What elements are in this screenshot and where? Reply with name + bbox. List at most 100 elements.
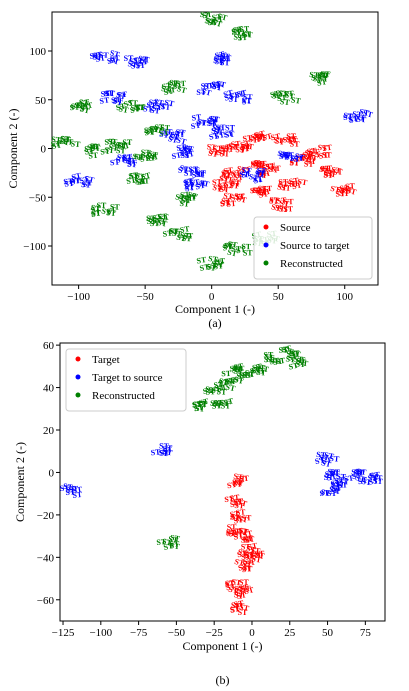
data-point-label: ST <box>159 130 171 141</box>
data-point-label: ST <box>235 192 246 202</box>
data-point-label: ST <box>254 550 266 560</box>
data-point-label: ST <box>99 95 111 106</box>
data-point-label: ST <box>214 49 226 60</box>
data-point-label: ST <box>251 364 263 375</box>
data-point-label: ST <box>169 78 180 88</box>
data-point-label: ST <box>256 187 268 198</box>
data-point-label: ST <box>211 123 223 134</box>
data-point-label: ST <box>135 176 146 186</box>
data-point-label: ST <box>141 150 152 160</box>
data-point-label: ST <box>230 192 242 203</box>
data-point-label: ST <box>220 52 231 61</box>
data-point-label: ST <box>326 472 338 483</box>
data-point-label: ST <box>203 81 214 91</box>
data-point-label: ST <box>233 173 244 182</box>
data-point-label: ST <box>240 143 251 152</box>
data-point-label: ST <box>237 514 249 525</box>
data-point-label: ST <box>161 537 173 548</box>
data-point-label: ST <box>229 181 240 191</box>
data-point-label: ST <box>81 178 93 189</box>
data-point-label: ST <box>290 139 301 148</box>
data-point-label: ST <box>295 355 307 366</box>
data-point-label: ST <box>239 170 250 180</box>
data-point-label: ST <box>134 103 145 113</box>
data-point-label: ST <box>238 582 250 593</box>
data-point-label: ST <box>231 170 242 180</box>
data-point-label: ST <box>247 541 259 552</box>
data-point-label: ST <box>216 11 228 22</box>
data-point-label: ST <box>63 177 74 187</box>
data-point-label: ST <box>89 141 100 151</box>
data-point-label: ST <box>367 474 378 483</box>
data-point-label: ST <box>251 134 263 145</box>
data-point-label: ST <box>214 57 226 68</box>
data-point-label: ST <box>89 51 100 61</box>
data-point-label: ST <box>220 142 232 153</box>
data-point-label: ST <box>239 578 249 587</box>
data-point-label: ST <box>187 190 199 201</box>
data-point-label: ST <box>149 124 161 135</box>
data-point-label: ST <box>320 164 331 173</box>
data-point-label: ST <box>194 180 206 191</box>
data-point-label: ST <box>70 100 82 111</box>
data-point-label: ST <box>188 165 199 174</box>
data-point-label: ST <box>170 129 182 140</box>
data-point-label: ST <box>243 92 254 101</box>
data-point-label: ST <box>91 208 102 217</box>
data-point-label: ST <box>233 361 245 372</box>
data-point-label: ST <box>220 197 232 208</box>
data-point-label: ST <box>233 599 245 610</box>
data-point-label: ST <box>232 478 243 488</box>
data-point-label: ST <box>214 259 226 269</box>
y-tick-label: 50 <box>35 95 47 107</box>
data-point-label: ST <box>356 114 367 124</box>
data-point-label: ST <box>362 109 374 120</box>
data-point-label: ST <box>273 89 285 100</box>
data-point-label: ST <box>255 186 267 197</box>
data-point-label: ST <box>197 117 209 128</box>
data-point-label: ST <box>368 476 380 486</box>
data-point-label: ST <box>233 515 245 526</box>
data-point-label: ST <box>287 352 299 363</box>
data-point-label: ST <box>232 24 244 35</box>
data-point-label: ST <box>211 18 223 29</box>
data-point-label: ST <box>244 534 256 544</box>
data-point-label: ST <box>213 261 225 272</box>
data-point-label: ST <box>64 179 75 189</box>
data-point-label: ST <box>347 113 359 124</box>
data-point-label: ST <box>59 483 70 493</box>
data-point-label: ST <box>279 97 290 107</box>
data-point-label: ST <box>257 159 268 168</box>
data-point-label: ST <box>276 93 288 104</box>
data-point-label: ST <box>145 153 156 163</box>
data-point-label: ST <box>234 191 246 201</box>
data-point-label: ST <box>239 474 250 484</box>
data-point-label: ST <box>178 193 189 203</box>
data-point-label: ST <box>127 59 138 69</box>
data-point-label: ST <box>128 55 140 66</box>
data-point-label: ST <box>252 550 264 561</box>
data-point-label: ST <box>251 362 263 373</box>
data-point-label: ST <box>274 203 286 214</box>
data-point-label: ST <box>92 50 104 61</box>
data-point-label: ST <box>172 80 184 91</box>
data-point-label: ST <box>226 582 237 592</box>
data-point-label: ST <box>228 94 239 104</box>
data-point-label: ST <box>320 458 332 469</box>
data-point-label: ST <box>261 162 273 173</box>
data-point-label: ST <box>274 136 286 147</box>
data-point-label: ST <box>126 156 137 165</box>
data-point-label: ST <box>90 204 102 215</box>
data-point-label: ST <box>136 176 148 187</box>
data-point-label: ST <box>220 144 231 154</box>
data-point-label: ST <box>255 366 266 375</box>
data-point-label: ST <box>206 261 218 272</box>
data-point-label: ST <box>323 168 334 178</box>
data-point-label: ST <box>108 142 120 153</box>
data-point-label: ST <box>290 348 302 359</box>
data-point-label: ST <box>199 178 211 189</box>
data-point-label: ST <box>319 488 330 498</box>
data-point-label: ST <box>132 152 144 163</box>
data-point-label: ST <box>79 104 91 115</box>
y-axis-label: Component 2 (-) <box>13 442 27 522</box>
